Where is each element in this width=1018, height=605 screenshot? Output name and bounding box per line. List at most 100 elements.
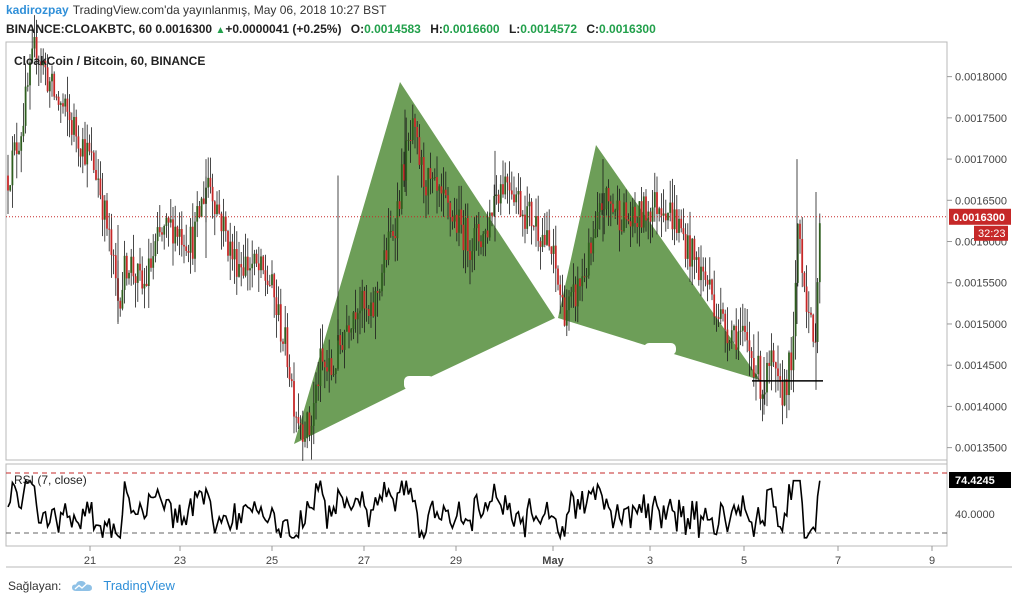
candle-body bbox=[306, 412, 309, 439]
candle-body bbox=[546, 230, 548, 245]
rsi-value-tag bbox=[949, 472, 1011, 488]
candle-body bbox=[640, 201, 643, 228]
candle-body bbox=[163, 225, 166, 235]
candle-body bbox=[48, 81, 51, 92]
price-chart[interactable]: 74.4245 40.0000 0.0013500 0.0014000 0.00145… bbox=[0, 0, 1018, 568]
candle-body bbox=[759, 355, 762, 399]
footer-brand[interactable]: TradingView bbox=[103, 578, 175, 593]
candle-body bbox=[601, 203, 603, 211]
time-tick-label: 5 bbox=[741, 555, 747, 567]
candle-body bbox=[746, 331, 749, 341]
candle-body bbox=[625, 202, 628, 220]
candle-body bbox=[240, 264, 243, 268]
price-tick-label: 0.0017500 bbox=[955, 113, 1007, 125]
candle-body bbox=[557, 268, 559, 285]
candle-body bbox=[53, 73, 56, 97]
last-price: 0.0016300 bbox=[155, 22, 213, 36]
candle-body bbox=[484, 230, 487, 234]
candle-body bbox=[326, 367, 328, 372]
candle-body bbox=[381, 272, 383, 292]
candle-body bbox=[583, 276, 586, 278]
candle-body bbox=[431, 178, 434, 180]
candle-body bbox=[669, 202, 672, 213]
candle-body bbox=[480, 241, 482, 248]
candle-body bbox=[299, 423, 302, 425]
candle-body bbox=[460, 209, 463, 225]
candle-body bbox=[508, 182, 511, 191]
candle-body bbox=[662, 213, 665, 216]
price-tick-label: 0.0018000 bbox=[955, 72, 1007, 84]
candle-body bbox=[695, 257, 698, 260]
symbol-label: BINANCE:CLOAKBTC, 60 bbox=[6, 22, 153, 36]
candle-body bbox=[290, 379, 293, 382]
candle-body bbox=[361, 290, 364, 311]
candle-body bbox=[121, 289, 124, 309]
candle-body bbox=[310, 425, 313, 436]
candle-body bbox=[433, 177, 436, 179]
candle-body bbox=[653, 192, 656, 208]
last-price-tag-label: 0.0016300 bbox=[953, 212, 1005, 224]
low-value: 0.0014572 bbox=[520, 22, 578, 36]
time-tick-label: 27 bbox=[358, 555, 370, 567]
close-label: C: bbox=[586, 22, 600, 36]
chart-title: CloakCoin / Bitcoin, 60, BINANCE bbox=[14, 54, 205, 68]
candle-body bbox=[255, 253, 258, 264]
candle-body bbox=[528, 201, 531, 207]
candle-body bbox=[178, 229, 181, 237]
candle-body bbox=[603, 209, 606, 211]
candle-body bbox=[772, 350, 775, 363]
candle-body bbox=[106, 200, 108, 229]
candle-body bbox=[400, 164, 403, 209]
candle-body bbox=[649, 211, 652, 222]
candle-body bbox=[365, 308, 368, 310]
candle-body bbox=[477, 224, 480, 242]
candle-body bbox=[814, 341, 817, 343]
candle-body bbox=[183, 244, 185, 247]
axes: 0.0013500 0.0014000 0.0014500 0.0015000 0.00… bbox=[84, 72, 1011, 567]
candle-body bbox=[686, 235, 689, 259]
candle-body bbox=[227, 231, 229, 256]
candle-body bbox=[297, 417, 300, 424]
candle-body bbox=[414, 118, 416, 127]
candle-body bbox=[119, 300, 122, 309]
candle-body bbox=[24, 86, 27, 126]
candle-body bbox=[741, 325, 744, 331]
candle-body bbox=[389, 230, 392, 232]
candle-body bbox=[713, 294, 716, 317]
pattern-label-box bbox=[644, 343, 676, 355]
candle-body bbox=[198, 206, 201, 218]
candle-body bbox=[73, 116, 75, 135]
candle-body bbox=[691, 238, 694, 267]
candle-body bbox=[7, 175, 9, 191]
candle-body bbox=[552, 245, 555, 254]
candle-body bbox=[739, 330, 742, 332]
candle-body bbox=[220, 213, 223, 232]
candle-body bbox=[209, 177, 212, 187]
candle-body bbox=[607, 187, 610, 202]
candle-body bbox=[139, 263, 141, 271]
candle-body bbox=[387, 231, 390, 260]
candle-body bbox=[339, 335, 342, 346]
candle-body bbox=[519, 190, 522, 217]
candle-body bbox=[735, 325, 738, 350]
candle-body bbox=[680, 218, 683, 229]
candle-body bbox=[638, 201, 641, 228]
candle-body bbox=[728, 341, 731, 344]
candle-body bbox=[673, 209, 676, 230]
candle-body bbox=[733, 325, 735, 331]
candle-body bbox=[352, 312, 355, 330]
candle-body bbox=[642, 196, 645, 228]
candle-body bbox=[79, 148, 82, 157]
candle-body bbox=[385, 250, 388, 260]
candle-body bbox=[803, 272, 806, 287]
candle-body bbox=[110, 229, 113, 255]
candle-body bbox=[141, 270, 144, 289]
author-name[interactable]: kadirozpay bbox=[6, 3, 69, 17]
candle-body bbox=[768, 362, 771, 366]
candle-body bbox=[420, 157, 423, 165]
price-tick-label: 0.0014500 bbox=[955, 360, 1007, 372]
candle-body bbox=[810, 312, 812, 315]
candle-body bbox=[506, 176, 509, 183]
candle-body bbox=[62, 103, 64, 107]
candle-body bbox=[550, 246, 553, 254]
